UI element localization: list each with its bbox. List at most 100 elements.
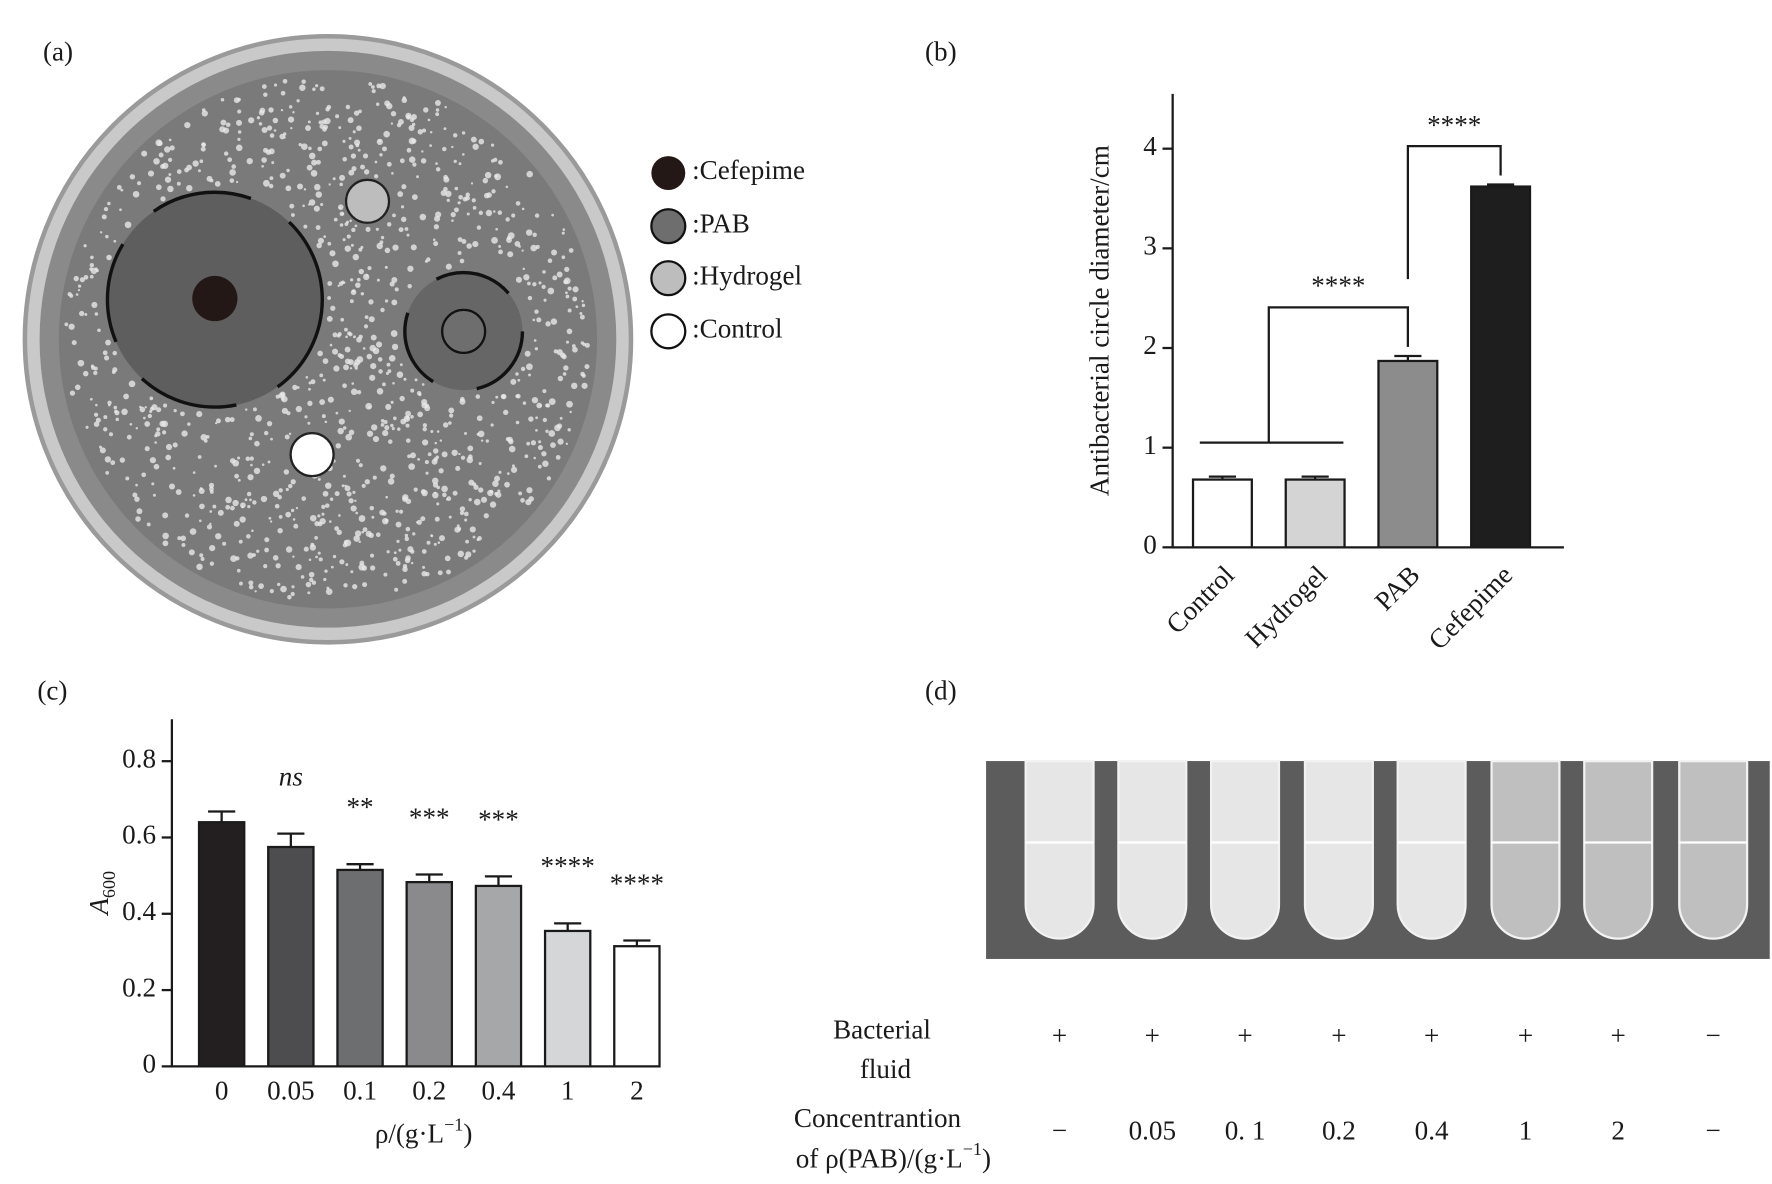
colony — [550, 318, 558, 325]
colony — [425, 471, 429, 475]
colony — [237, 130, 242, 134]
colony — [435, 162, 438, 165]
colony — [71, 340, 77, 346]
colony — [297, 183, 304, 190]
colony — [368, 316, 375, 323]
colony — [473, 498, 481, 506]
colony — [387, 369, 392, 374]
colony — [149, 396, 154, 401]
colony — [261, 157, 267, 163]
colony — [295, 506, 299, 510]
colony — [530, 440, 537, 446]
colony — [107, 400, 112, 405]
colony — [268, 107, 274, 113]
colony — [105, 339, 111, 346]
colony — [339, 174, 346, 181]
colony — [401, 184, 407, 190]
colony — [430, 430, 434, 434]
colony — [200, 146, 206, 152]
colony — [439, 439, 443, 442]
colony — [344, 346, 351, 353]
colony — [83, 244, 87, 248]
colony — [156, 407, 162, 413]
colony — [229, 169, 236, 176]
table-cell: − — [1052, 1115, 1067, 1145]
colony — [348, 169, 355, 176]
colony — [317, 146, 323, 152]
colony — [409, 156, 416, 163]
colony — [119, 208, 122, 212]
colony — [545, 429, 549, 433]
colony — [149, 457, 157, 464]
colony — [89, 262, 95, 268]
colony — [472, 535, 476, 539]
colony — [247, 474, 254, 481]
colony — [278, 488, 283, 493]
colony — [172, 442, 178, 448]
colony — [324, 117, 331, 125]
colony — [332, 332, 338, 338]
colony — [353, 335, 356, 339]
tube — [1490, 759, 1561, 940]
colony — [528, 496, 534, 502]
colony — [308, 571, 315, 578]
colony — [489, 501, 497, 508]
colony — [517, 378, 521, 382]
colony — [437, 570, 443, 576]
colony — [277, 527, 283, 534]
colony — [238, 539, 243, 544]
colony — [291, 585, 295, 589]
colony — [371, 89, 376, 94]
colony — [413, 487, 418, 492]
colony — [108, 432, 114, 437]
colony — [262, 179, 270, 187]
colony — [308, 381, 312, 385]
colony — [91, 301, 98, 308]
colony — [314, 183, 321, 191]
colony — [383, 130, 390, 138]
x-tick-label: Cefepime — [1423, 560, 1519, 656]
colony — [345, 563, 349, 567]
colony — [328, 520, 332, 523]
colony — [506, 472, 510, 475]
colony — [268, 183, 274, 189]
colony — [432, 491, 439, 499]
colony — [497, 210, 503, 215]
colony — [526, 487, 533, 494]
colony — [571, 382, 578, 390]
colony — [323, 577, 327, 582]
colony — [446, 569, 451, 575]
colony — [444, 555, 451, 562]
colony — [201, 108, 206, 112]
colony — [533, 456, 536, 460]
colony — [206, 524, 213, 530]
colony — [201, 142, 206, 148]
colony — [91, 365, 96, 370]
colony — [443, 186, 448, 192]
colony — [441, 485, 448, 493]
colony — [129, 174, 136, 180]
x-axis-label-part: −1 — [444, 1114, 463, 1134]
colony — [311, 580, 317, 585]
colony — [105, 471, 110, 475]
colony — [581, 382, 588, 389]
colony — [398, 548, 402, 552]
legend-label: :Hydrogel — [692, 260, 802, 290]
colony — [290, 508, 295, 513]
colony — [315, 225, 321, 230]
colony — [308, 146, 312, 151]
colony — [476, 415, 483, 422]
colony — [394, 587, 399, 592]
colony — [328, 183, 331, 186]
colony — [134, 496, 140, 502]
x-tick-label: Hydrogel — [1239, 560, 1333, 654]
colony — [534, 347, 539, 351]
colony — [548, 430, 556, 437]
colony — [475, 394, 481, 399]
colony — [581, 300, 584, 303]
y-tick-label: 0 — [1143, 530, 1157, 560]
colony — [175, 489, 182, 495]
colony — [482, 177, 489, 184]
colony — [404, 227, 409, 231]
colony — [164, 146, 171, 153]
